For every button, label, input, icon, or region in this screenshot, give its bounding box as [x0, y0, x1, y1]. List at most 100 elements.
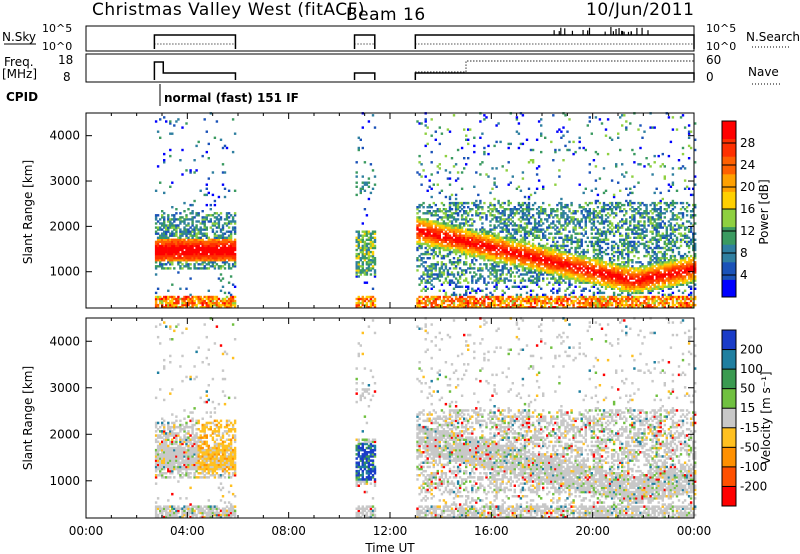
power-cell: [489, 254, 492, 258]
power-cell: [467, 248, 470, 252]
power-cell: [473, 299, 476, 303]
power-cell: [211, 295, 215, 299]
power-cell: [570, 218, 573, 221]
power-cell: [365, 271, 369, 274]
power-cell: [533, 234, 537, 237]
power-cell: [531, 226, 535, 229]
power-cell: [465, 236, 468, 239]
power-cell: [503, 299, 506, 303]
power-cell: [181, 248, 184, 252]
power-cell: [521, 303, 525, 307]
power-cell: [487, 297, 490, 301]
power-cell: [627, 254, 630, 258]
power-cell: [156, 228, 160, 231]
power-cell: [365, 248, 369, 252]
power-cell: [177, 263, 180, 266]
power-cell: [475, 236, 478, 239]
power-cell: [365, 306, 369, 309]
power-cell: [355, 297, 358, 301]
power-cell: [438, 230, 441, 233]
power-cell: [602, 275, 606, 278]
power-cell: [187, 297, 190, 301]
power-cell: [207, 142, 210, 146]
power-cell: [535, 297, 539, 301]
power-cell: [588, 218, 591, 221]
power-cell: [426, 297, 429, 301]
power-cell: [493, 261, 496, 264]
power-cell: [424, 295, 427, 299]
power-cell: [205, 240, 208, 244]
power-cell: [436, 240, 439, 244]
power-cell: [440, 254, 444, 258]
power-cell: [463, 206, 466, 209]
power-cell: [503, 228, 506, 231]
power-cell: [487, 242, 490, 246]
power-cell: [430, 206, 433, 209]
power-cell: [213, 220, 217, 223]
power-cell: [373, 230, 377, 233]
power-cell: [428, 236, 431, 239]
power-cell: [623, 214, 626, 217]
power-cell: [554, 183, 557, 186]
power-cell: [612, 283, 616, 286]
power-cell: [465, 228, 468, 231]
power-cell: [450, 242, 454, 246]
power-cell: [493, 289, 496, 292]
power-cell: [185, 303, 188, 307]
power-cell: [181, 250, 184, 254]
power-cell: [556, 301, 559, 305]
power-cell: [195, 254, 198, 258]
power-cell: [594, 273, 598, 276]
power-cell: [501, 267, 504, 270]
power-cell: [465, 238, 468, 241]
power-cell: [191, 210, 194, 213]
power-cell: [531, 232, 535, 235]
power-cell: [487, 152, 490, 156]
power-cell: [489, 303, 492, 307]
power-cell: [507, 271, 510, 274]
power-cell: [548, 273, 551, 276]
power-cell: [422, 273, 425, 276]
power-cell: [215, 234, 219, 237]
power-cell: [521, 238, 525, 241]
power-cell: [529, 293, 533, 297]
power-cell: [179, 259, 182, 262]
power-cell: [582, 234, 585, 237]
power-cell: [418, 230, 421, 233]
power-cell: [562, 214, 565, 217]
power-cell: [554, 306, 557, 309]
power-cell: [438, 226, 441, 229]
power-cell: [596, 232, 600, 235]
power-cell: [612, 271, 616, 274]
power-cell: [568, 230, 571, 233]
power-cell: [473, 250, 476, 254]
power-cell: [444, 226, 448, 229]
power-cell: [479, 301, 482, 305]
power-cell: [621, 248, 624, 252]
power-cell: [499, 226, 502, 229]
power-cell: [231, 218, 235, 221]
power-cell: [167, 242, 170, 246]
power-cell: [497, 242, 500, 246]
power-cell: [203, 261, 206, 264]
power-cell: [590, 201, 593, 205]
power-cell: [217, 301, 221, 305]
power-cell: [562, 126, 565, 129]
power-cell: [469, 244, 472, 248]
power-cell: [477, 240, 480, 244]
power-cell: [592, 246, 596, 250]
power-cell: [477, 269, 480, 272]
power-cell: [529, 228, 533, 231]
power-cell: [560, 277, 563, 280]
power-cell: [363, 252, 367, 256]
power-cell: [594, 299, 598, 303]
power-cell: [471, 295, 474, 299]
power-cell: [542, 250, 545, 254]
power-cell: [205, 252, 208, 256]
power-cell: [570, 277, 573, 280]
power-cell: [499, 259, 502, 262]
power-cell: [544, 218, 547, 221]
power-cell: [509, 222, 512, 225]
power-cell: [355, 257, 358, 260]
power-cell: [485, 238, 488, 241]
